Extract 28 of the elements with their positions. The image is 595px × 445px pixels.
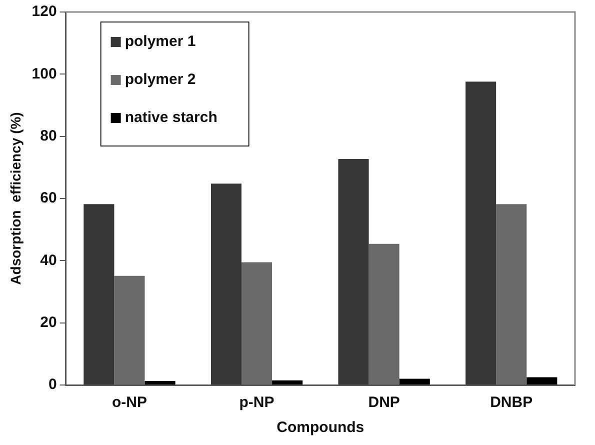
bar — [399, 378, 430, 384]
bar — [84, 204, 114, 384]
y-tick-label: 40 — [40, 252, 57, 269]
bar — [368, 244, 400, 384]
bar — [114, 276, 145, 384]
bar — [210, 184, 242, 384]
y-tick-label: 0 — [48, 376, 57, 394]
y-tick-label: 80 — [40, 127, 57, 144]
bar — [144, 380, 176, 384]
y-tick-label: 60 — [40, 190, 57, 207]
x-tick-label: DNBP — [490, 394, 533, 412]
legend-label: native starch — [124, 109, 218, 126]
legend-label: polymer 2 — [124, 71, 196, 88]
bar — [526, 377, 558, 384]
bar — [466, 82, 496, 384]
x-tick-label: o-NP — [112, 394, 147, 412]
y-tick-label: 100 — [32, 65, 57, 82]
legend-label: polymer 1 — [124, 33, 196, 50]
y-axis-title: Adsorption efficiency (%) — [7, 112, 24, 285]
y-tick-label: 20 — [40, 314, 57, 331]
x-tick-label: DNP — [368, 394, 400, 412]
x-axis-title: Compounds — [276, 419, 364, 436]
x-tick-label: p-NP — [239, 394, 274, 412]
y-tick-label: 120 — [32, 3, 57, 20]
bar — [496, 204, 527, 384]
bar — [241, 262, 272, 384]
bar — [338, 159, 369, 384]
bar — [272, 380, 303, 384]
